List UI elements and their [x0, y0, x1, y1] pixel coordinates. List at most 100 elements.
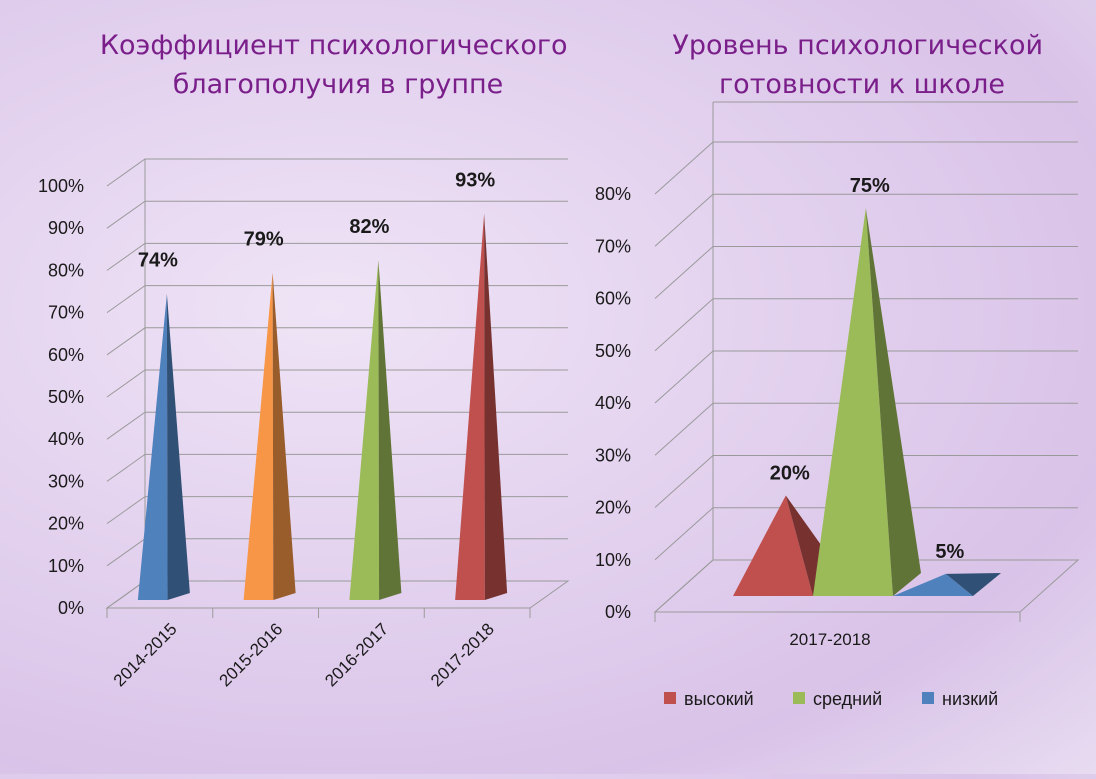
chart2-y-tick-label: 20% [595, 498, 631, 518]
chart2-data-label: 75% [850, 175, 890, 197]
legend-item-низкий: низкий [922, 689, 998, 709]
chart2-y-axis: 0% 10% 20% 30% 40% 50% 60% 70% 80% [595, 184, 631, 622]
chart1-cone-front [243, 272, 274, 600]
chart1-cone-2017-2018 [455, 213, 508, 601]
chart1-y-tick-label: 50% [48, 387, 84, 407]
chart2-pyramid-side [945, 573, 1001, 596]
chart1-category-label: 2014-2015 [110, 619, 181, 690]
chart1-y-tick-label: 80% [48, 260, 84, 280]
wellbeing-chart: Коэффициент психологического благополучи… [38, 30, 576, 690]
legend-swatch [922, 692, 934, 704]
chart1-gridline [106, 242, 568, 271]
chart1-cone-2014-2015 [137, 293, 190, 600]
chart1-cone-side [378, 259, 402, 600]
chart1-y-tick-label: 0% [58, 598, 84, 618]
chart2-gridline [654, 193, 1078, 247]
chart1-y-tick-label: 70% [48, 303, 84, 323]
chart2-gridline [654, 298, 1078, 352]
chart1-category-label: 2017-2018 [427, 619, 498, 690]
chart1-y-tick-label: 30% [48, 471, 84, 491]
legend-item-высокий: высокий [664, 689, 754, 709]
chart2-data-labels: 5% 20% 75% [770, 175, 965, 563]
chart2-x-axis: 2017-2018 [789, 630, 870, 649]
legend-label: средний [813, 689, 882, 709]
chart1-cone-2015-2016 [243, 272, 296, 600]
chart1-y-axis: 0% 10% 20% 30% 40% 50% 60% 70% 80% 90% 100% [38, 176, 84, 618]
chart1-cone-front [455, 213, 485, 601]
chart2-gridline [654, 455, 1078, 508]
chart2-gridline [654, 507, 1078, 561]
chart2-pyramids [733, 208, 1001, 596]
chart1-y-tick-label: 10% [48, 556, 84, 576]
chart2-pyramid-side [865, 208, 921, 596]
chart2-gridline [654, 402, 1078, 456]
legend-swatch [793, 692, 805, 704]
chart1-gridline [106, 496, 568, 525]
chart2-gridline [654, 350, 1078, 404]
chart1-x-axis: 2014-2015 2015-2016 2016-2017 2017-2018 [110, 619, 498, 690]
chart1-gridline [106, 285, 568, 314]
chart2-y-tick-label: 30% [595, 445, 631, 465]
chart2-gridlines [653, 101, 1080, 622]
chart2-title: Уровень психологической готовности к шко… [672, 30, 1051, 100]
chart1-data-label: 93% [455, 170, 495, 192]
chart1-y-tick-label: 20% [48, 514, 84, 534]
chart1-data-label: 74% [138, 250, 178, 272]
legend-label: низкий [942, 689, 998, 709]
chart2-y-tick-label: 0% [605, 602, 631, 622]
chart2-floor [653, 559, 1080, 613]
chart2-gridline [654, 246, 1078, 299]
chart2-gridline [654, 141, 1078, 195]
legend-label: высокий [684, 689, 754, 709]
readiness-chart: Уровень психологической готовности к шко… [595, 30, 1080, 709]
chart1-cone-side [166, 293, 190, 600]
chart1-gridline [106, 411, 568, 440]
chart2-y-tick-label: 40% [595, 393, 631, 413]
chart1-gridline [106, 453, 568, 482]
chart2-pyramid-средний [813, 208, 921, 596]
chart1-y-tick-label: 40% [48, 429, 84, 449]
chart1-cone-side [272, 272, 296, 600]
chart2-data-label: 5% [935, 541, 964, 563]
chart2-data-label: 20% [770, 463, 810, 485]
chart1-cone-side [484, 213, 508, 601]
chart1-gridlines [105, 158, 570, 618]
chart1-data-label: 82% [349, 216, 389, 238]
chart1-y-tick-label: 60% [48, 345, 84, 365]
chart1-gridline [106, 369, 568, 398]
chart2-y-tick-label: 10% [595, 550, 631, 570]
chart1-cone-2016-2017 [349, 259, 402, 600]
chart1-data-label: 79% [244, 229, 284, 251]
chart2-y-tick-label: 50% [595, 341, 631, 361]
chart2-pyramid-front [733, 495, 813, 596]
chart2-title-line2: готовности к школе [719, 69, 1005, 100]
chart1-category-label: 2016-2017 [321, 619, 392, 690]
chart1-category-label: 2015-2016 [216, 619, 287, 690]
chart1-cone-front [137, 293, 168, 600]
chart1-title: Коэффициент психологического благополучи… [100, 30, 576, 100]
legend-item-средний: средний [793, 689, 882, 709]
chart2-category-label: 2017-2018 [789, 630, 870, 649]
chart1-gridline [106, 327, 568, 356]
chart1-gridline [106, 158, 568, 187]
chart2-y-tick-label: 70% [595, 236, 631, 256]
chart1-title-line2: благополучия в группе [173, 69, 504, 100]
chart2-pyramid-низкий [893, 573, 1001, 596]
chart2-pyramid-front [893, 573, 973, 596]
chart1-gridline [106, 200, 568, 229]
chart1-cone-front [349, 259, 380, 600]
chart2-legend: высокий средний низкий [664, 689, 998, 709]
chart2-y-tick-label: 60% [595, 289, 631, 309]
chart1-data-labels: 74% 79% 82% 93% [138, 170, 495, 272]
chart2-pyramid-front [813, 208, 893, 596]
chart1-title-line1: Коэффициент психологического [100, 30, 568, 61]
chart1-cones [137, 213, 508, 601]
chart2-y-tick-label: 80% [595, 184, 631, 204]
chart1-y-tick-label: 100% [38, 176, 84, 196]
chart2-title-line1: Уровень психологической [672, 30, 1043, 61]
chart1-y-tick-label: 90% [48, 218, 84, 238]
chart1-floor [105, 580, 570, 609]
legend-swatch [664, 692, 676, 704]
